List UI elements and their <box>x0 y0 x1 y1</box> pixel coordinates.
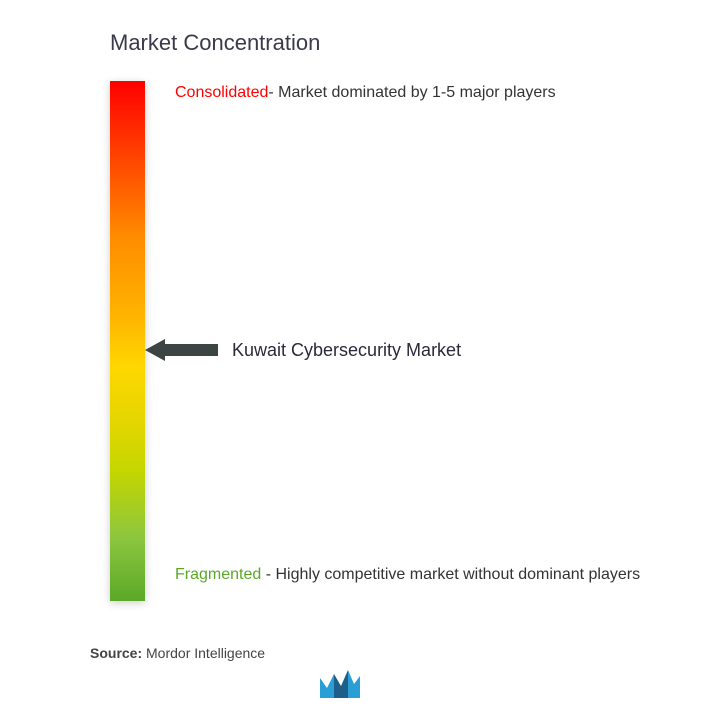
market-name-label: Kuwait Cybersecurity Market <box>232 340 461 361</box>
page-title: Market Concentration <box>110 30 690 56</box>
source-attribution: Source: Mordor Intelligence <box>90 645 265 661</box>
labels-area: Consolidated- Market dominated by 1-5 ma… <box>175 81 690 601</box>
fragmented-term: Fragmented <box>175 566 261 583</box>
consolidated-term: Consolidated <box>175 84 268 101</box>
arrow-left-icon <box>145 339 220 361</box>
diagram-content: Consolidated- Market dominated by 1-5 ma… <box>20 81 690 601</box>
fragmented-label: Fragmented - Highly competitive market w… <box>175 561 640 588</box>
mordor-logo-icon <box>320 670 360 698</box>
market-indicator: Kuwait Cybersecurity Market <box>175 339 461 361</box>
fragmented-description: - Highly competitive market without domi… <box>261 566 640 583</box>
source-name: Mordor Intelligence <box>146 645 265 661</box>
concentration-gradient-bar <box>110 81 145 601</box>
consolidated-label: Consolidated- Market dominated by 1-5 ma… <box>175 81 556 105</box>
consolidated-description: - Market dominated by 1-5 major players <box>268 84 555 101</box>
source-prefix: Source: <box>90 645 142 661</box>
